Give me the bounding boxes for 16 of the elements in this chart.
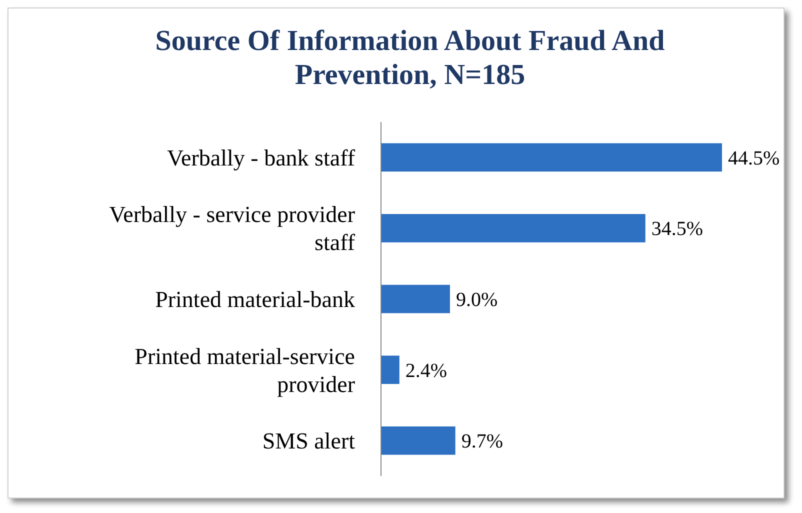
bar	[381, 143, 722, 172]
data-label: 2.4%	[405, 360, 448, 382]
chart-title: Source Of Information About Fraud And Prevention, N=185	[155, 25, 665, 91]
data-label: 34.5%	[651, 218, 704, 240]
bar	[381, 284, 450, 314]
bar	[381, 426, 456, 455]
y-tick-label: SMS alert	[262, 428, 356, 454]
bar	[381, 356, 400, 384]
y-tick-label: Printed material-service provider	[134, 344, 356, 397]
y-tick-label: Printed material-bank	[155, 287, 356, 312]
bar	[381, 214, 646, 242]
data-label: 44.5%	[728, 147, 780, 170]
data-label: 9.0%	[456, 289, 498, 311]
y-tick-label: Verbally - bank staff	[167, 145, 356, 170]
y-tick-label: Verbally - service provider staff	[109, 202, 356, 256]
data-label: 9.7%	[461, 430, 503, 453]
